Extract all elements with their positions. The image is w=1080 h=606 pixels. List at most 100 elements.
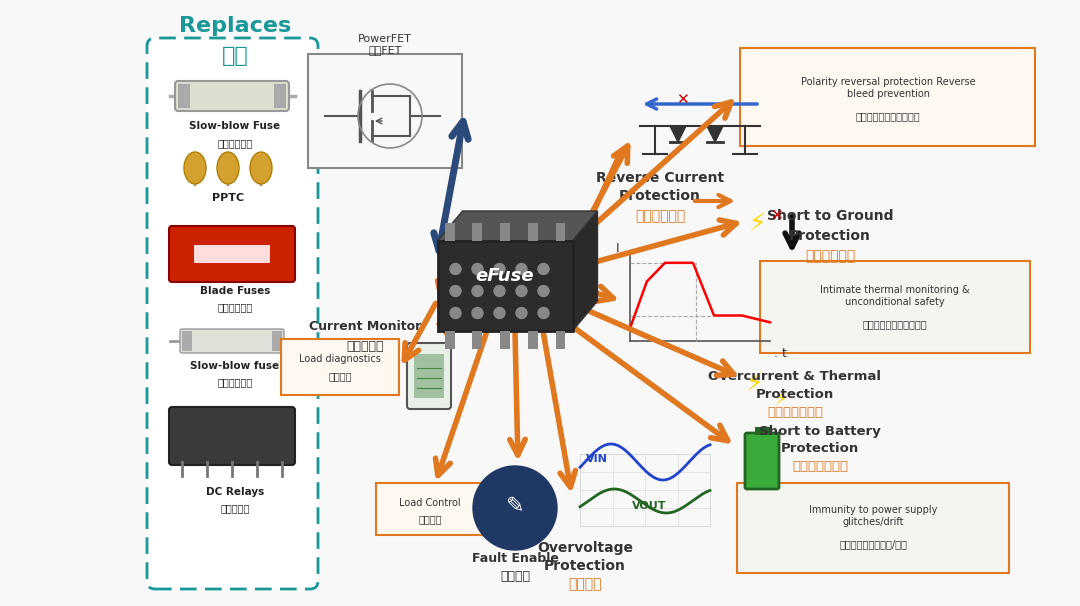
Text: 过压保护: 过压保护 — [568, 577, 602, 591]
Text: 故障报告: 故障报告 — [500, 570, 530, 582]
Circle shape — [538, 264, 549, 275]
Circle shape — [494, 264, 505, 275]
FancyBboxPatch shape — [194, 245, 270, 263]
FancyBboxPatch shape — [308, 54, 462, 168]
Circle shape — [538, 285, 549, 296]
Ellipse shape — [184, 152, 206, 184]
FancyBboxPatch shape — [472, 331, 483, 349]
Text: Short to Ground: Short to Ground — [767, 209, 893, 223]
Text: 更换: 更换 — [221, 46, 248, 66]
Text: Overvoltage: Overvoltage — [537, 541, 633, 555]
Text: 过流和过热保护: 过流和过热保护 — [767, 405, 823, 419]
FancyBboxPatch shape — [555, 223, 566, 241]
Ellipse shape — [249, 152, 272, 184]
Text: 负载诊断: 负载诊断 — [328, 371, 352, 381]
Text: 负载控制: 负载控制 — [418, 514, 442, 524]
FancyBboxPatch shape — [500, 331, 510, 349]
FancyBboxPatch shape — [274, 84, 286, 108]
Text: 直流继电器: 直流继电器 — [220, 503, 249, 513]
FancyBboxPatch shape — [183, 331, 192, 351]
Text: Fault Enable: Fault Enable — [472, 553, 558, 565]
Circle shape — [472, 264, 483, 275]
FancyBboxPatch shape — [745, 433, 779, 489]
FancyBboxPatch shape — [580, 454, 710, 526]
FancyBboxPatch shape — [407, 343, 451, 409]
Text: 功率FET: 功率FET — [368, 45, 402, 55]
Circle shape — [450, 264, 461, 275]
FancyBboxPatch shape — [500, 223, 510, 241]
Text: Current Monitor: Current Monitor — [309, 319, 421, 333]
Text: PowerFET: PowerFET — [359, 34, 411, 44]
FancyBboxPatch shape — [272, 331, 282, 351]
Polygon shape — [437, 211, 597, 241]
Text: ⚡: ⚡ — [750, 212, 767, 236]
Text: Slow-blow fuse: Slow-blow fuse — [190, 361, 280, 371]
Text: Slow-blow Fuse: Slow-blow Fuse — [189, 121, 281, 131]
FancyBboxPatch shape — [281, 339, 399, 395]
Text: Overcurrent & Thermal: Overcurrent & Thermal — [708, 370, 881, 382]
Circle shape — [472, 285, 483, 296]
FancyBboxPatch shape — [376, 483, 484, 535]
Text: PPTC: PPTC — [212, 193, 244, 203]
FancyBboxPatch shape — [555, 331, 566, 349]
Text: Blade Fuses: Blade Fuses — [200, 286, 270, 296]
Text: 对地短路保护: 对地短路保护 — [805, 249, 855, 263]
Text: 慢熔断保险丝: 慢熔断保险丝 — [217, 138, 253, 148]
Text: Protection: Protection — [756, 387, 834, 401]
Polygon shape — [572, 211, 597, 331]
Text: 对电池短路保护: 对电池短路保护 — [792, 461, 848, 473]
FancyBboxPatch shape — [437, 241, 572, 331]
Text: Replaces: Replaces — [179, 16, 292, 36]
Text: Polarity reversal protection Reverse
bleed prevention: Polarity reversal protection Reverse ble… — [800, 77, 975, 99]
Text: Protection: Protection — [619, 189, 701, 203]
FancyBboxPatch shape — [178, 84, 190, 108]
FancyBboxPatch shape — [445, 331, 455, 349]
FancyBboxPatch shape — [414, 354, 444, 398]
Text: Load Control: Load Control — [400, 498, 461, 508]
FancyBboxPatch shape — [755, 427, 769, 435]
Text: ⚡: ⚡ — [773, 390, 787, 410]
Circle shape — [494, 307, 505, 319]
Circle shape — [516, 307, 527, 319]
Text: 电流监控器: 电流监控器 — [347, 339, 383, 353]
Text: VOUT: VOUT — [632, 501, 666, 511]
FancyBboxPatch shape — [180, 329, 284, 353]
Text: I: I — [617, 242, 620, 255]
Text: Protection: Protection — [789, 229, 870, 243]
Text: Intimate thermal monitoring &
unconditional safety: Intimate thermal monitoring & unconditio… — [820, 285, 970, 307]
FancyBboxPatch shape — [168, 226, 295, 282]
Text: 慢熔断保险丝: 慢熔断保险丝 — [217, 377, 253, 387]
Polygon shape — [707, 126, 723, 142]
Text: 可防止出现电压毛刺/漂移: 可防止出现电压毛刺/漂移 — [839, 539, 907, 549]
Circle shape — [516, 264, 527, 275]
FancyBboxPatch shape — [528, 331, 538, 349]
Text: Protection: Protection — [781, 442, 859, 456]
Circle shape — [450, 307, 461, 319]
Ellipse shape — [217, 152, 239, 184]
Circle shape — [494, 285, 505, 296]
Circle shape — [472, 307, 483, 319]
FancyBboxPatch shape — [760, 261, 1030, 353]
Text: eFuse: eFuse — [475, 267, 535, 285]
Circle shape — [516, 285, 527, 296]
Text: Reverse Current: Reverse Current — [596, 171, 724, 185]
Text: . t: . t — [773, 347, 786, 359]
FancyBboxPatch shape — [737, 483, 1009, 573]
Text: 反极性保护避免反向渗出: 反极性保护避免反向渗出 — [855, 111, 920, 121]
FancyBboxPatch shape — [445, 223, 455, 241]
FancyBboxPatch shape — [472, 223, 483, 241]
Circle shape — [473, 466, 557, 550]
Text: DC Relays: DC Relays — [206, 487, 265, 497]
Text: 刀片式保险丝: 刀片式保险丝 — [217, 302, 253, 312]
Text: Protection: Protection — [544, 559, 626, 573]
FancyBboxPatch shape — [175, 81, 289, 111]
Text: 反向电流保护: 反向电流保护 — [635, 209, 685, 223]
Text: Short to Battery: Short to Battery — [759, 424, 881, 438]
Text: ✎: ✎ — [505, 496, 524, 516]
Text: VIN: VIN — [586, 454, 608, 464]
FancyBboxPatch shape — [740, 48, 1035, 146]
Text: ⚡: ⚡ — [746, 372, 764, 396]
FancyBboxPatch shape — [147, 38, 318, 589]
Text: ✕: ✕ — [676, 93, 688, 107]
Text: ✕: ✕ — [770, 208, 782, 224]
